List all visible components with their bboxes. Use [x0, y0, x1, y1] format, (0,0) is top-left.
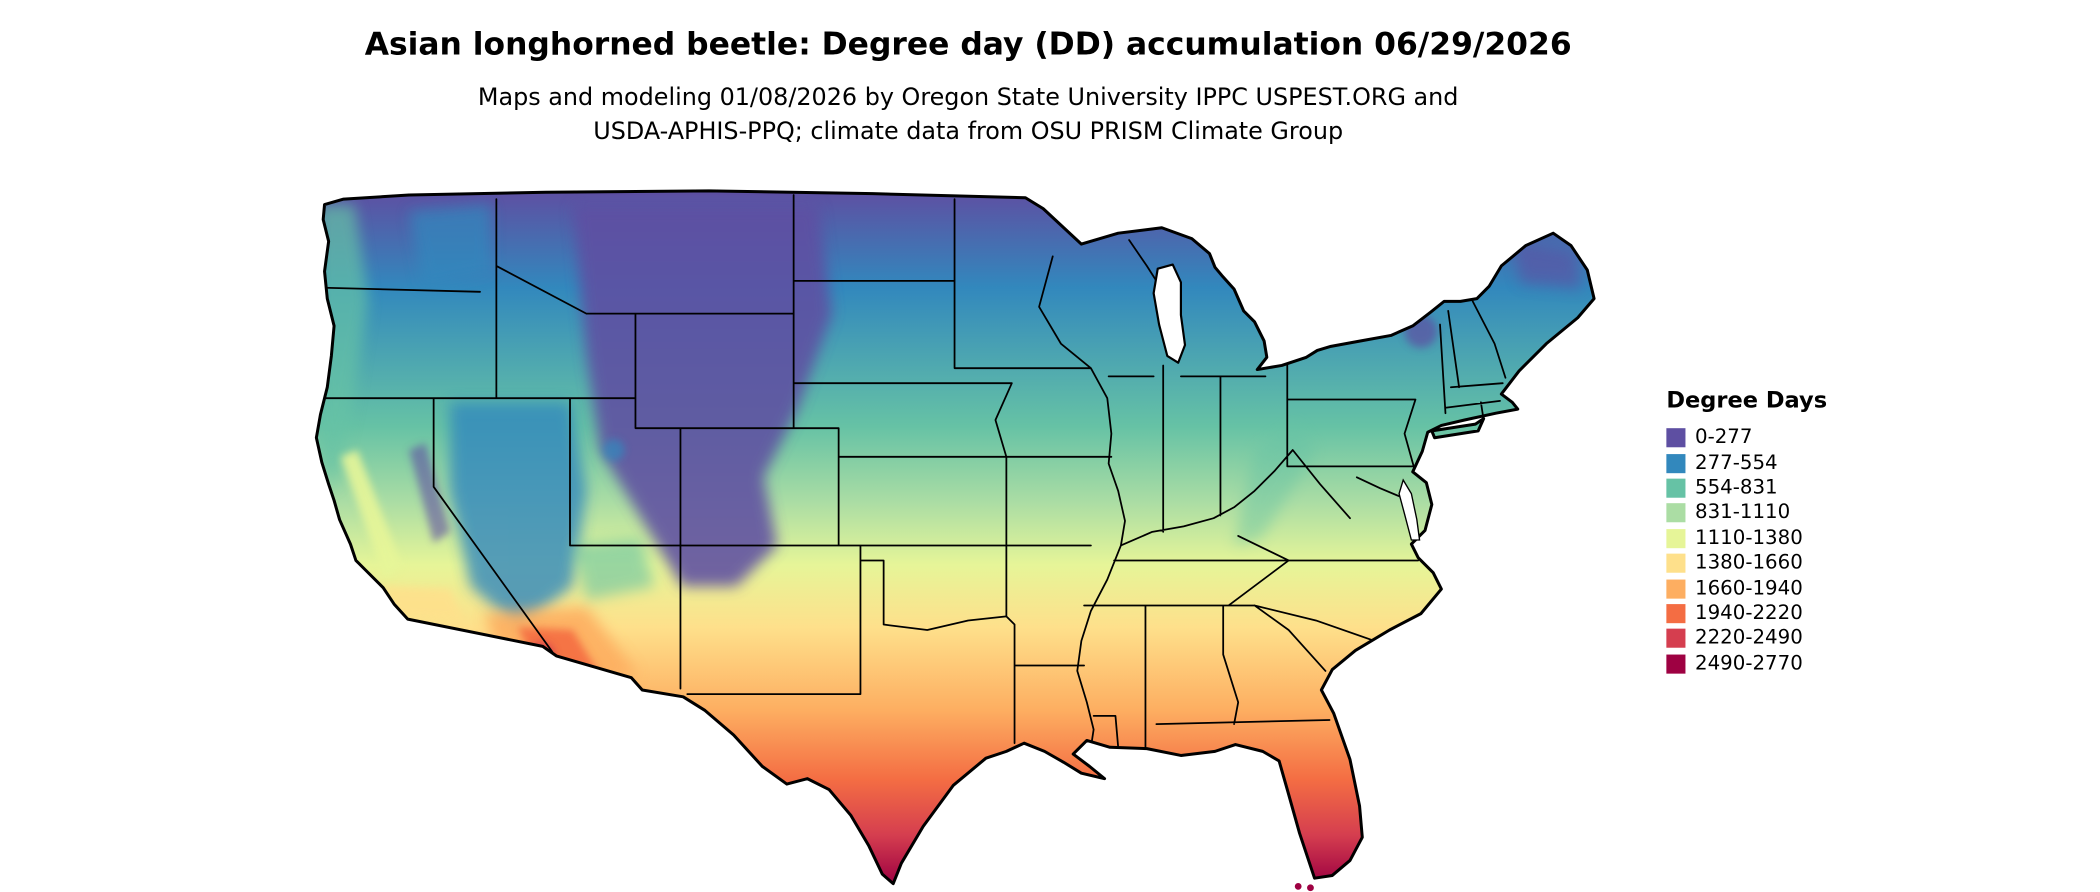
- legend-item: 1660-1940: [1666, 576, 1827, 601]
- legend-label: 2220-2490: [1695, 627, 1803, 650]
- legend-item: 1940-2220: [1666, 601, 1827, 626]
- florida-keys-dot: [1294, 882, 1302, 890]
- state-boundaries: [320, 194, 1507, 749]
- legend-label: 2490-2770: [1695, 652, 1803, 675]
- legend-label: 1940-2220: [1695, 602, 1803, 625]
- legend-items: 0-277 277-554 554-831 831-1110 1110-1380 1380…: [1666, 425, 1827, 676]
- rockies-cool-overlay: [572, 204, 832, 587]
- legend-swatch: [1666, 553, 1686, 573]
- florida-keys-dot: [1307, 884, 1314, 892]
- legend-item: 831-1110: [1666, 501, 1827, 526]
- legend-swatch: [1666, 453, 1686, 473]
- maine-north-overlay: [1513, 242, 1582, 290]
- lake-michigan: [1152, 263, 1187, 364]
- legend-label: 1110-1380: [1695, 527, 1803, 550]
- us-degree-day-map: [314, 189, 1596, 892]
- central-valley-overlay: [340, 450, 403, 580]
- legend-item: 0-277: [1666, 425, 1827, 450]
- pacific-coast-overlay: [317, 204, 369, 491]
- legend-label: 277-554: [1695, 452, 1778, 474]
- legend-swatch: [1666, 654, 1686, 674]
- legend-item: 1110-1380: [1666, 526, 1827, 551]
- map-subtitle: Maps and modeling 01/08/2026 by Oregon S…: [0, 82, 1936, 150]
- legend-label: 1380-1660: [1695, 552, 1803, 575]
- legend-swatch: [1666, 578, 1686, 598]
- map-subtitle-line2: USDA-APHIS-PPQ; climate data from OSU PR…: [593, 118, 1344, 146]
- legend-item: 1380-1660: [1666, 551, 1827, 576]
- legend-swatch: [1666, 503, 1686, 523]
- columbia-basin-overlay: [409, 204, 491, 287]
- legend-item: 2220-2490: [1666, 626, 1827, 651]
- legend-label: 554-831: [1695, 477, 1778, 500]
- map-title: Asian longhorned beetle: Degree day (DD)…: [364, 27, 1572, 63]
- great-salt-lake-spot: [602, 439, 625, 461]
- sierra-nevada-overlay: [409, 443, 451, 543]
- map-subtitle-line1: Maps and modeling 01/08/2026 by Oregon S…: [477, 84, 1459, 112]
- legend-item: 554-831: [1666, 476, 1827, 501]
- legend-title: Degree Days: [1666, 387, 1828, 414]
- legend-swatch: [1666, 603, 1686, 624]
- mogollon-rim-overlay: [572, 538, 655, 601]
- legend-label: 1660-1940: [1695, 577, 1803, 600]
- legend-swatch: [1666, 478, 1686, 498]
- legend-swatch: [1666, 528, 1686, 548]
- legend-swatch: [1666, 629, 1686, 649]
- legend: Degree Days 0-277 277-554 554-831 831-1110 1…: [1666, 387, 1827, 676]
- chesapeake-bay: [1398, 478, 1421, 541]
- legend-label: 0-277: [1695, 427, 1753, 449]
- legend-item: 2490-2770: [1666, 651, 1827, 676]
- legend-label: 831-1110: [1695, 502, 1791, 525]
- legend-swatch: [1666, 428, 1686, 448]
- great-basin-overlay: [450, 402, 587, 628]
- legend-item: 277-554: [1666, 451, 1827, 476]
